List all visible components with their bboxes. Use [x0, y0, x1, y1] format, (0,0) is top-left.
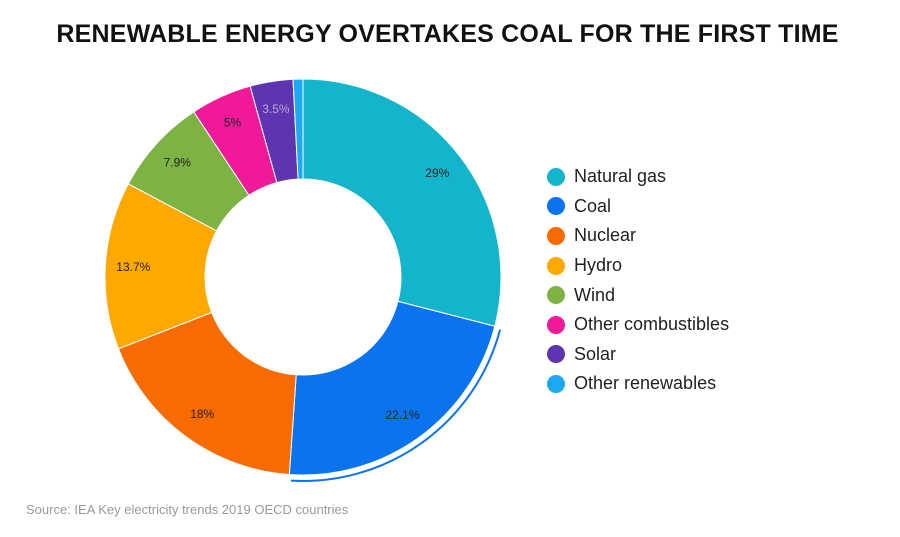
data-label: 29% [425, 166, 449, 180]
legend-label: Coal [574, 195, 612, 216]
legend-label: Wind [574, 284, 616, 305]
legend-label: Other renewables [574, 373, 717, 394]
slice-coal[interactable] [288, 300, 496, 476]
data-label: 13.7% [116, 260, 150, 274]
data-label: 22.1% [385, 408, 419, 422]
legend-item[interactable]: Coal [547, 192, 729, 222]
slice-other-renewables[interactable] [292, 78, 304, 180]
legend-marker-icon [547, 256, 565, 275]
legend-item[interactable]: Other renewables [547, 369, 729, 399]
legend-marker-icon [547, 226, 565, 245]
legend-item[interactable]: Nuclear [547, 221, 729, 251]
legend-marker-icon [547, 286, 565, 305]
data-label: 3.5% [262, 102, 290, 116]
legend: Natural gas Coal Nuclear Hydro Wind Other com… [547, 162, 729, 399]
slice-nuclear[interactable] [117, 311, 297, 476]
legend-item[interactable]: Wind [547, 280, 729, 310]
legend-marker-icon [547, 345, 565, 364]
source-note: Source: IEA Key electricity trends 2019 … [26, 502, 349, 517]
legend-label: Hydro [574, 255, 623, 276]
data-label: 18% [190, 407, 214, 421]
legend-label: Solar [574, 343, 617, 364]
legend-item[interactable]: Hydro [547, 251, 729, 281]
legend-marker-icon [547, 315, 565, 334]
legend-marker-icon [547, 197, 565, 216]
legend-item[interactable]: Natural gas [547, 162, 729, 192]
data-label: 5% [224, 115, 242, 129]
data-label: 7.9% [164, 156, 192, 170]
highlight-arc [290, 329, 502, 482]
legend-label: Other combustibles [574, 314, 730, 335]
legend-label: Natural gas [574, 166, 667, 187]
legend-label: Nuclear [574, 225, 637, 246]
legend-item[interactable]: Solar [547, 340, 729, 370]
legend-item[interactable]: Other combustibles [547, 310, 729, 340]
legend-marker-icon [547, 374, 565, 393]
chart-title: RENEWABLE ENERGY OVERTAKES COAL FOR THE … [56, 20, 839, 48]
slice-natural-gas[interactable] [302, 78, 502, 327]
legend-marker-icon [547, 167, 565, 186]
